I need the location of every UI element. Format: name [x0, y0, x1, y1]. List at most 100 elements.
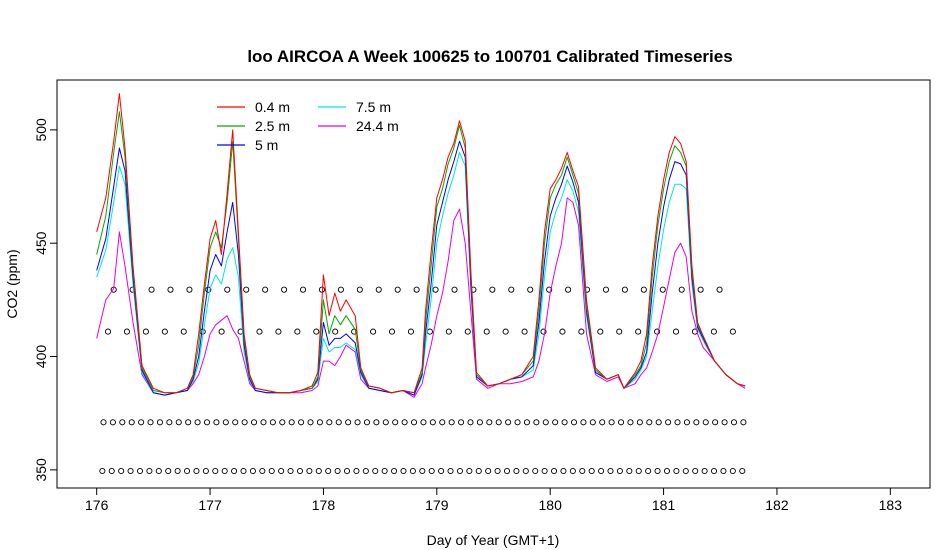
marker-point — [466, 467, 473, 475]
marker-point — [483, 328, 490, 335]
marker-point — [672, 328, 680, 335]
marker-point — [307, 419, 314, 426]
marker-point — [278, 467, 285, 475]
marker-point — [608, 419, 615, 426]
marker-point — [205, 286, 212, 293]
marker-point — [165, 467, 172, 475]
marker-point — [552, 419, 559, 426]
x-tick-label: 177 — [198, 497, 222, 513]
marker-point — [410, 419, 418, 426]
marker-point — [532, 467, 539, 475]
marker-point — [281, 286, 288, 293]
marker-point — [372, 467, 379, 475]
marker-point — [663, 467, 671, 475]
marker-point — [221, 467, 228, 475]
marker-point — [426, 328, 433, 335]
marker-point — [559, 328, 566, 335]
marker-point — [542, 419, 549, 426]
marker-point — [616, 328, 623, 335]
x-tick-label: 183 — [879, 497, 903, 513]
marker-point — [579, 467, 586, 475]
marker-point — [155, 467, 162, 475]
marker-point — [298, 419, 305, 426]
marker-point — [674, 419, 681, 426]
marker-point — [420, 419, 427, 426]
marker-point — [213, 419, 220, 426]
marker-point — [602, 286, 610, 293]
marker-point — [640, 286, 647, 293]
marker-point — [546, 286, 553, 293]
marker-point — [370, 328, 377, 335]
marker-point — [560, 467, 567, 475]
marker-point — [363, 419, 371, 426]
marker-point — [262, 286, 269, 293]
marker-point — [269, 419, 276, 426]
marker-point — [212, 467, 219, 475]
marker-point — [108, 467, 115, 475]
marker-point — [138, 419, 145, 426]
marker-point — [381, 467, 388, 475]
marker-point — [541, 467, 548, 475]
marker-point — [673, 467, 680, 475]
marker-point — [343, 467, 351, 475]
marker-point — [288, 419, 295, 426]
marker-point — [167, 286, 174, 293]
marker-point — [565, 286, 572, 293]
y-axis: 350 400 450 500 — [33, 118, 57, 482]
marker-point — [166, 419, 173, 426]
marker-point — [607, 467, 614, 475]
marker-point — [407, 328, 415, 335]
marker-point — [739, 467, 746, 475]
marker-point — [391, 467, 398, 475]
y-tick-label: 400 — [33, 345, 49, 369]
marker-point — [645, 467, 652, 475]
marker-point — [682, 467, 689, 475]
marker-point — [654, 467, 661, 475]
marker-point — [635, 467, 642, 475]
marker-point — [174, 467, 181, 475]
y-tick-label: 450 — [33, 231, 49, 255]
marker-point — [429, 419, 436, 426]
marker-point — [599, 419, 606, 426]
marker-point — [240, 467, 247, 475]
marker-point — [193, 467, 200, 475]
marker-point — [275, 328, 282, 335]
x-tick-label: 181 — [652, 497, 676, 513]
marker-point — [409, 467, 416, 475]
marker-point — [186, 286, 193, 293]
marker-point — [128, 419, 135, 426]
marker-point — [712, 419, 719, 426]
marker-point — [335, 419, 342, 426]
marker-point — [659, 286, 666, 293]
marker-point — [502, 328, 509, 335]
marker-point — [231, 467, 238, 475]
marker-point — [232, 419, 239, 426]
marker-point — [142, 328, 149, 335]
marker-point — [148, 286, 155, 293]
marker-point — [203, 419, 211, 426]
marker-point — [570, 419, 578, 426]
marker-point — [337, 286, 344, 293]
x-tick-label: 182 — [765, 497, 789, 513]
marker-point — [485, 467, 492, 475]
x-tick-label: 178 — [312, 497, 336, 513]
marker-point — [250, 419, 258, 426]
marker-point — [654, 328, 661, 335]
marker-point — [313, 328, 320, 335]
marker-point — [635, 328, 642, 335]
marker-point — [296, 467, 304, 475]
marker-point — [375, 286, 382, 293]
marker-point — [448, 419, 455, 426]
marker-point — [716, 286, 723, 293]
marker-point — [316, 419, 323, 426]
marker-point — [451, 286, 458, 293]
marker-point — [428, 467, 435, 475]
marker-point — [561, 419, 568, 426]
legend-label: 7.5 m — [356, 99, 391, 115]
marker-point — [315, 467, 322, 475]
marker-rows — [99, 286, 747, 475]
marker-point — [475, 467, 482, 475]
marker-point — [521, 328, 528, 335]
marker-point — [175, 419, 182, 426]
marker-point — [626, 467, 633, 475]
